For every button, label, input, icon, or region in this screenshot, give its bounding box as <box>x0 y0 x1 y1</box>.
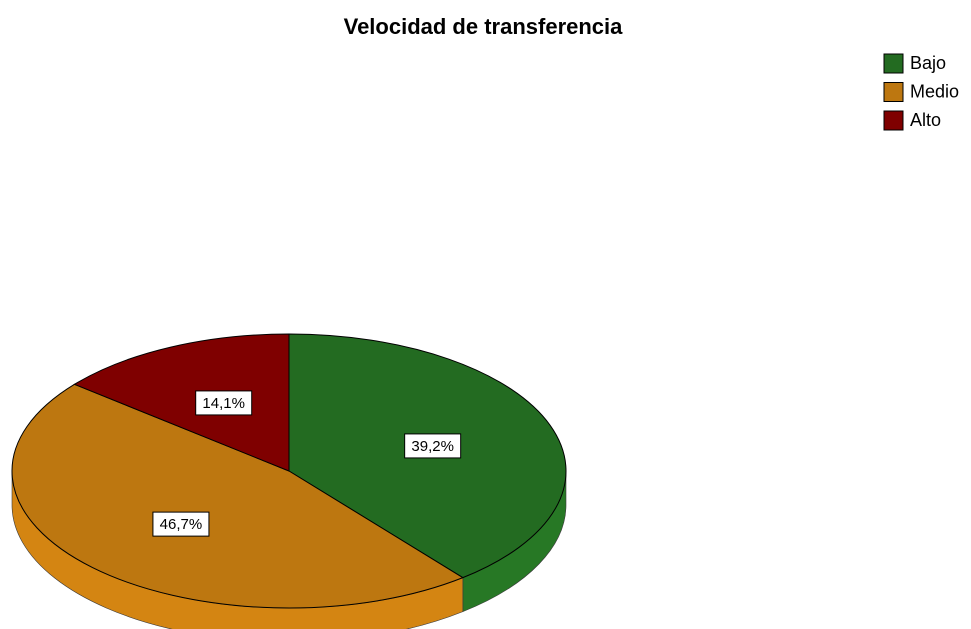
legend-swatch <box>883 110 904 131</box>
pie-slice <box>73 333 290 472</box>
data-label: 39,2% <box>411 438 454 455</box>
chart-title: Velocidad de transferencia <box>344 14 624 39</box>
pie-slice <box>11 383 464 609</box>
data-label: 14,1% <box>202 395 245 412</box>
legend-label: Bajo <box>910 53 946 73</box>
legend-swatch <box>883 53 904 74</box>
label-box <box>404 433 462 459</box>
legend-label: Medio <box>910 81 959 101</box>
data-label: 46,7% <box>160 516 203 533</box>
legend-label: Alto <box>910 110 941 130</box>
legend-swatch <box>883 82 904 102</box>
label-box <box>152 511 210 537</box>
label-box <box>195 390 253 416</box>
